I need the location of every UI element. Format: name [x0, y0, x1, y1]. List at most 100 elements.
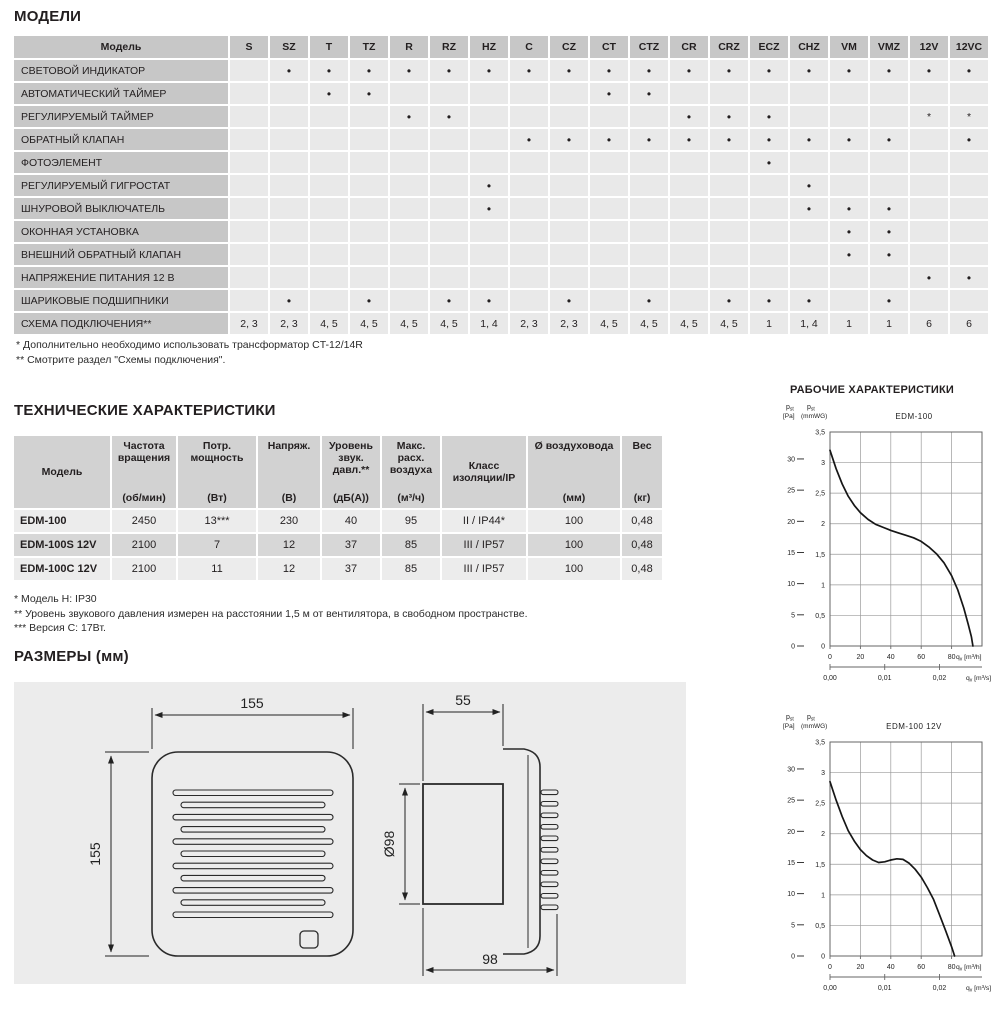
feature-cell: [390, 175, 428, 196]
feature-cell: [670, 244, 708, 265]
feature-cell: [350, 152, 388, 173]
feature-cell: •: [790, 290, 828, 311]
svg-text:5: 5: [791, 612, 795, 619]
duct-tube: [422, 783, 504, 905]
feature-cell: •: [470, 175, 508, 196]
feature-cell: •: [710, 60, 748, 81]
feature-cell: [830, 267, 868, 288]
tech-table-row: EDM-100S 12V 2100 7 12 37 85 III / IP57 100 0,48: [14, 534, 662, 556]
svg-text:25: 25: [787, 488, 795, 495]
feature-cell: •: [590, 60, 628, 81]
feature-cell: •: [670, 106, 708, 127]
feature-cell: •: [350, 290, 388, 311]
feature-cell: [710, 267, 748, 288]
feature-cell: [910, 152, 948, 173]
mounting-springs: [540, 789, 559, 911]
feature-cell: •: [870, 221, 908, 242]
feature-cell: [310, 267, 348, 288]
feature-cell: [390, 129, 428, 150]
feature-cell: [550, 244, 588, 265]
feature-cell: [390, 198, 428, 219]
feature-cell: [470, 129, 508, 150]
feature-cell: [870, 106, 908, 127]
svg-text:EDM-100: EDM-100: [895, 412, 932, 421]
matrix-corner-header: Модель: [14, 36, 228, 58]
feature-cell: [670, 152, 708, 173]
feature-cell: 4, 5: [670, 313, 708, 334]
feature-cell: •: [710, 129, 748, 150]
svg-text:80: 80: [948, 964, 956, 971]
feature-cell: 4, 5: [390, 313, 428, 334]
feature-cell: •: [870, 198, 908, 219]
dimension-labels: 155 155 55 Ø98 98: [87, 692, 498, 967]
svg-text:0: 0: [821, 644, 825, 651]
feature-cell: [470, 152, 508, 173]
feature-cell: [310, 244, 348, 265]
feature-cell: [830, 152, 868, 173]
tech-table-row: EDM-100C 12V 2100 11 12 37 85 III / IP57 100 0,4…: [14, 558, 662, 580]
dimensions-heading: РАЗМЕРЫ (мм): [14, 648, 129, 665]
feature-cell: [430, 198, 468, 219]
tech-value-cell: 37: [322, 558, 380, 580]
feature-cell: [230, 290, 268, 311]
svg-text:30: 30: [787, 766, 795, 773]
feature-cell: [470, 106, 508, 127]
feature-cell: [270, 267, 308, 288]
feature-cell: •: [750, 290, 788, 311]
model-column-header: ECZ: [750, 36, 788, 58]
feature-cell: [590, 106, 628, 127]
feature-cell: [310, 129, 348, 150]
feature-cell: [590, 221, 628, 242]
models-footnote-1: * Дополнительно необходимо использовать …: [16, 339, 363, 351]
tech-characteristics-table: Модель Частота вращения (об/мин) Потр. мощн…: [12, 434, 664, 582]
feature-cell: [430, 83, 468, 104]
feature-cell: •: [790, 60, 828, 81]
side-panel-body: [503, 748, 541, 955]
feature-cell: [630, 152, 668, 173]
svg-text:3,5: 3,5: [815, 740, 825, 747]
feature-cell: •: [590, 83, 628, 104]
feature-cell: •: [630, 129, 668, 150]
tech-value-cell: III / IP57: [442, 558, 526, 580]
feature-cell: •: [830, 60, 868, 81]
feature-cell: *: [950, 106, 988, 127]
tech-value-cell: 85: [382, 534, 440, 556]
feature-cell: [270, 221, 308, 242]
dimensions-drawing-panel: 155 155 55 Ø98 98: [14, 682, 686, 984]
feature-cell: •: [710, 106, 748, 127]
svg-text:1: 1: [821, 582, 825, 589]
feature-cell: [630, 244, 668, 265]
feature-cell: [630, 175, 668, 196]
feature-cell: [950, 83, 988, 104]
tech-value-cell: 12: [258, 558, 320, 580]
feature-cell: [710, 198, 748, 219]
feature-cell: 2, 3: [550, 313, 588, 334]
feature-cell: [910, 290, 948, 311]
feature-cell: 6: [950, 313, 988, 334]
feature-cell: 1, 4: [790, 313, 828, 334]
feature-cell: •: [390, 60, 428, 81]
feature-cell: 4, 5: [710, 313, 748, 334]
svg-text:1,5: 1,5: [815, 862, 825, 869]
model-column-header: CTZ: [630, 36, 668, 58]
feature-row-label: ШНУРОВОЙ ВЫКЛЮЧАТЕЛЬ: [14, 198, 228, 219]
tech-column-header: Ø воздуховода (мм): [528, 436, 620, 508]
tech-value-cell: 2100: [112, 534, 176, 556]
svg-text:[Pa]: [Pa]: [783, 413, 795, 420]
feature-row-label: НАПРЯЖЕНИЕ ПИТАНИЯ 12 В: [14, 267, 228, 288]
feature-cell: [310, 221, 348, 242]
model-column-header: C: [510, 36, 548, 58]
svg-text:2,5: 2,5: [815, 491, 825, 498]
feature-cell: •: [910, 60, 948, 81]
feature-cell: [630, 221, 668, 242]
tech-column-header: Вес (кг): [622, 436, 662, 508]
model-column-header: R: [390, 36, 428, 58]
feature-cell: [230, 175, 268, 196]
feature-cell: [390, 244, 428, 265]
feature-cell: [790, 267, 828, 288]
feature-cell: [590, 152, 628, 173]
feature-cell: 4, 5: [630, 313, 668, 334]
svg-text:pst: pst: [807, 404, 815, 413]
model-column-header: 12VC: [950, 36, 988, 58]
